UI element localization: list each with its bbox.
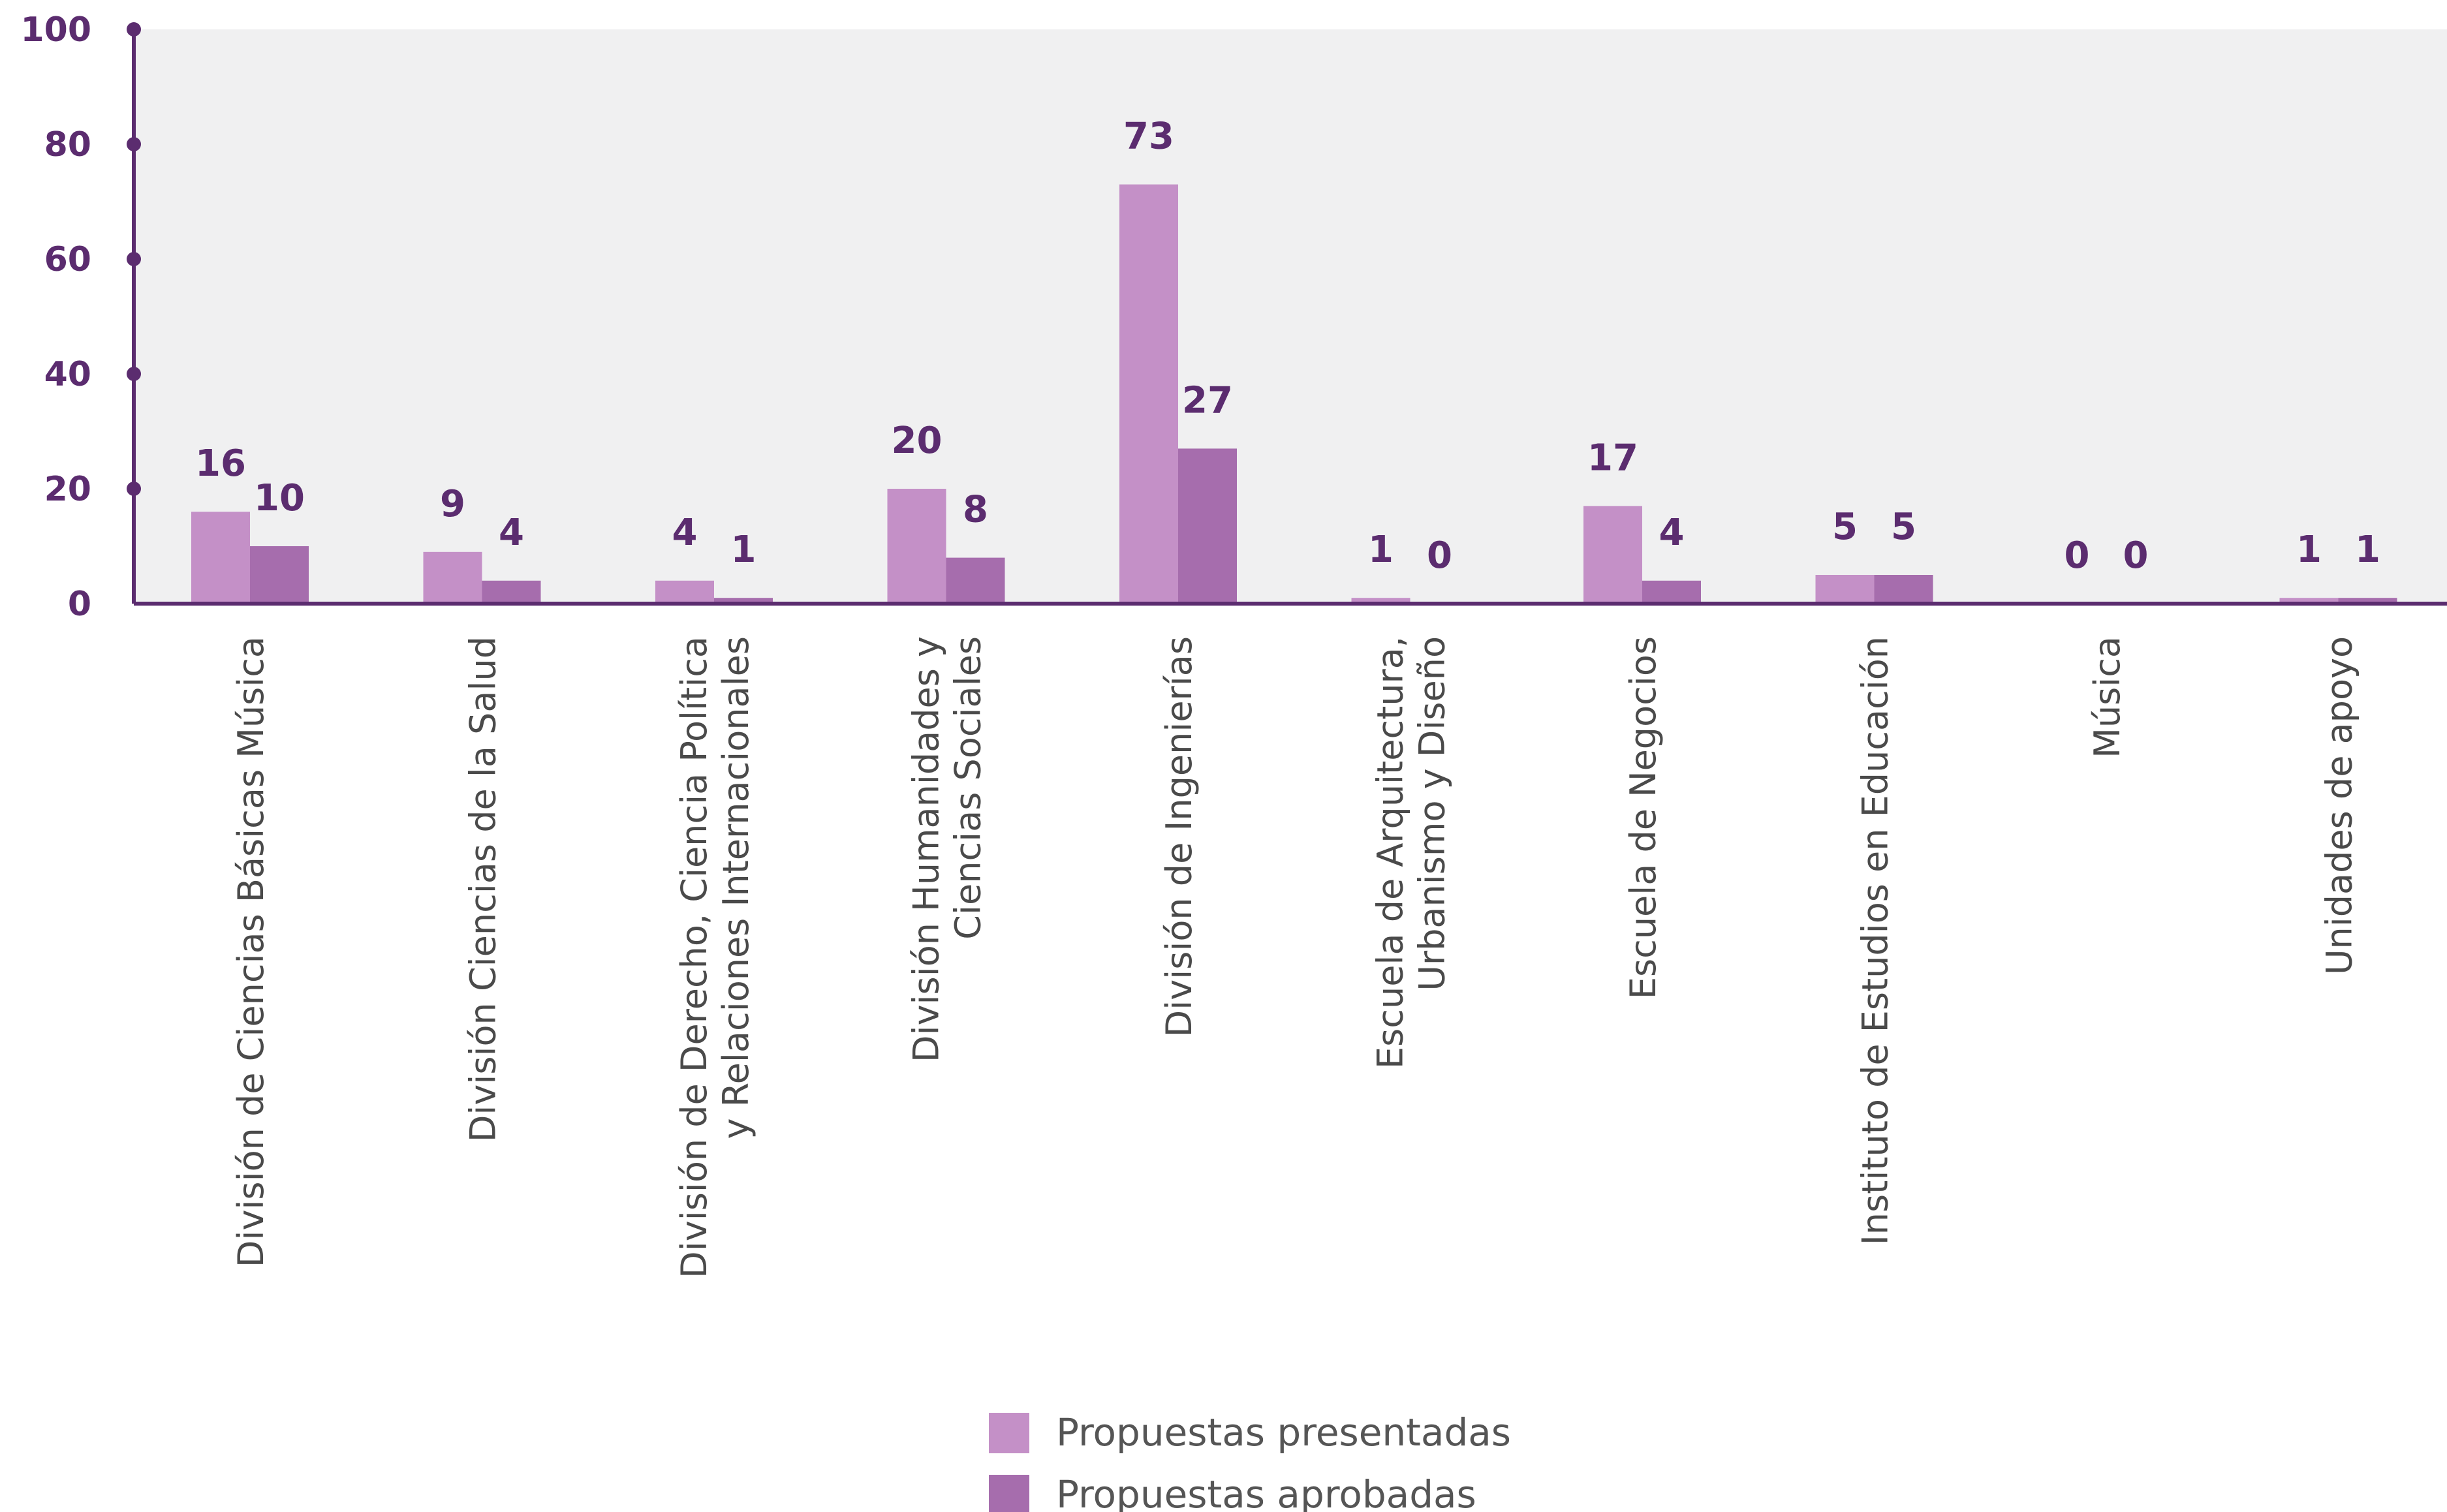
bar bbox=[1351, 598, 1411, 604]
bars-layer bbox=[191, 184, 2397, 604]
x-category-label: Unidades de apoyo bbox=[2319, 636, 2360, 975]
bar-value-label: 1 bbox=[2355, 529, 2380, 571]
y-tick-label: 0 bbox=[68, 585, 91, 624]
bar-value-label: 4 bbox=[672, 512, 698, 554]
x-category-label: Música bbox=[2087, 636, 2128, 758]
x-category-label-line: Escuela de Negocios bbox=[1623, 636, 1664, 999]
bar-value-label: 20 bbox=[892, 420, 943, 462]
bar bbox=[2279, 598, 2339, 604]
legend: Propuestas presentadas Propuestas aprobad… bbox=[989, 1410, 1511, 1512]
bar-value-label: 0 bbox=[2065, 534, 2090, 577]
bar-value-label: 9 bbox=[440, 483, 465, 525]
x-axis-category-labels: División de Ciencias Básicas Música Divis… bbox=[230, 636, 2360, 1278]
bar bbox=[423, 551, 482, 604]
x-category-label-line: División de Ciencias Básicas Música bbox=[230, 636, 272, 1267]
bar bbox=[2338, 598, 2397, 604]
legend-label: Propuestas aprobadas bbox=[1056, 1472, 1476, 1512]
bar bbox=[250, 546, 309, 604]
bar bbox=[1642, 580, 1701, 604]
bar-value-label: 1 bbox=[2296, 529, 2322, 571]
bar bbox=[946, 557, 1005, 604]
x-category-label: División Ciencias de la Salud bbox=[463, 636, 504, 1142]
y-tick-label: 20 bbox=[44, 470, 91, 509]
bar bbox=[1874, 575, 1933, 604]
y-axis-ticks: 0 20 40 60 80 100 bbox=[20, 10, 141, 624]
x-category-label: División de Ciencias Básicas Música bbox=[230, 636, 272, 1267]
x-category-label-line: Unidades de apoyo bbox=[2319, 636, 2360, 975]
y-tick-dot bbox=[127, 367, 141, 381]
bar-value-label: 0 bbox=[1427, 534, 1452, 577]
bar bbox=[655, 580, 714, 604]
x-category-label: División Humanidades y Ciencias Sociales bbox=[906, 636, 989, 1062]
y-tick-dot bbox=[127, 252, 141, 266]
bar-value-label: 5 bbox=[1891, 506, 1916, 548]
bar-value-label: 1 bbox=[731, 529, 756, 571]
y-tick-label: 60 bbox=[44, 240, 91, 279]
bar-value-label: 4 bbox=[1659, 512, 1685, 554]
legend-swatch bbox=[989, 1413, 1029, 1453]
bar bbox=[1583, 506, 1642, 604]
legend-swatch bbox=[989, 1475, 1029, 1512]
x-category-label-line: División de Derecho, Ciencia Política bbox=[674, 636, 715, 1278]
x-category-label-line: División Humanidades y bbox=[906, 636, 947, 1062]
bar bbox=[191, 512, 250, 604]
legend-label: Propuestas presentadas bbox=[1056, 1410, 1511, 1455]
bar-value-label: 17 bbox=[1587, 437, 1638, 479]
bar bbox=[1815, 575, 1875, 604]
x-category-label-line: Escuela de Arquitectura, bbox=[1370, 636, 1411, 1069]
x-category-label: División de Derecho, Ciencia Política y R… bbox=[674, 636, 756, 1278]
x-category-label-line: Instituto de Estudios en Educación bbox=[1855, 636, 1896, 1245]
x-category-label-line: y Relaciones Internacionales bbox=[715, 636, 756, 1139]
x-category-label-line: División Ciencias de la Salud bbox=[463, 636, 504, 1142]
y-tick-label: 80 bbox=[44, 125, 91, 164]
bar bbox=[1119, 184, 1178, 604]
bar-value-label: 27 bbox=[1182, 379, 1233, 422]
bar bbox=[714, 598, 773, 604]
y-tick-label: 100 bbox=[20, 10, 91, 50]
y-tick-label: 40 bbox=[44, 355, 91, 394]
bar bbox=[1178, 448, 1237, 604]
x-category-label: Escuela de Negocios bbox=[1623, 636, 1664, 999]
x-category-label: División de Ingenierías bbox=[1159, 636, 1200, 1037]
x-category-label-line: Música bbox=[2087, 636, 2128, 758]
bar-value-label: 1 bbox=[1368, 529, 1394, 571]
x-category-label-line: División de Ingenierías bbox=[1159, 636, 1200, 1037]
y-tick-dot bbox=[127, 137, 141, 151]
bar-value-label: 16 bbox=[195, 442, 246, 485]
x-category-label-line: Urbanismo y Diseño bbox=[1412, 636, 1453, 991]
y-tick-dot bbox=[127, 482, 141, 496]
bar-value-label: 5 bbox=[1832, 506, 1858, 548]
bar-value-label: 73 bbox=[1123, 116, 1174, 158]
plot-background bbox=[134, 29, 2447, 604]
bar bbox=[482, 580, 541, 604]
bar-value-label: 10 bbox=[254, 477, 305, 519]
bar-value-label: 0 bbox=[2123, 534, 2149, 577]
x-category-label: Escuela de Arquitectura, Urbanismo y Dise… bbox=[1370, 636, 1453, 1069]
bar bbox=[887, 489, 946, 604]
y-tick-dot bbox=[127, 22, 141, 37]
x-category-label: Instituto de Estudios en Educación bbox=[1855, 636, 1896, 1245]
x-category-label-line: Ciencias Sociales bbox=[948, 636, 989, 940]
bar-value-label: 8 bbox=[963, 489, 988, 531]
bar-value-label: 4 bbox=[499, 512, 524, 554]
